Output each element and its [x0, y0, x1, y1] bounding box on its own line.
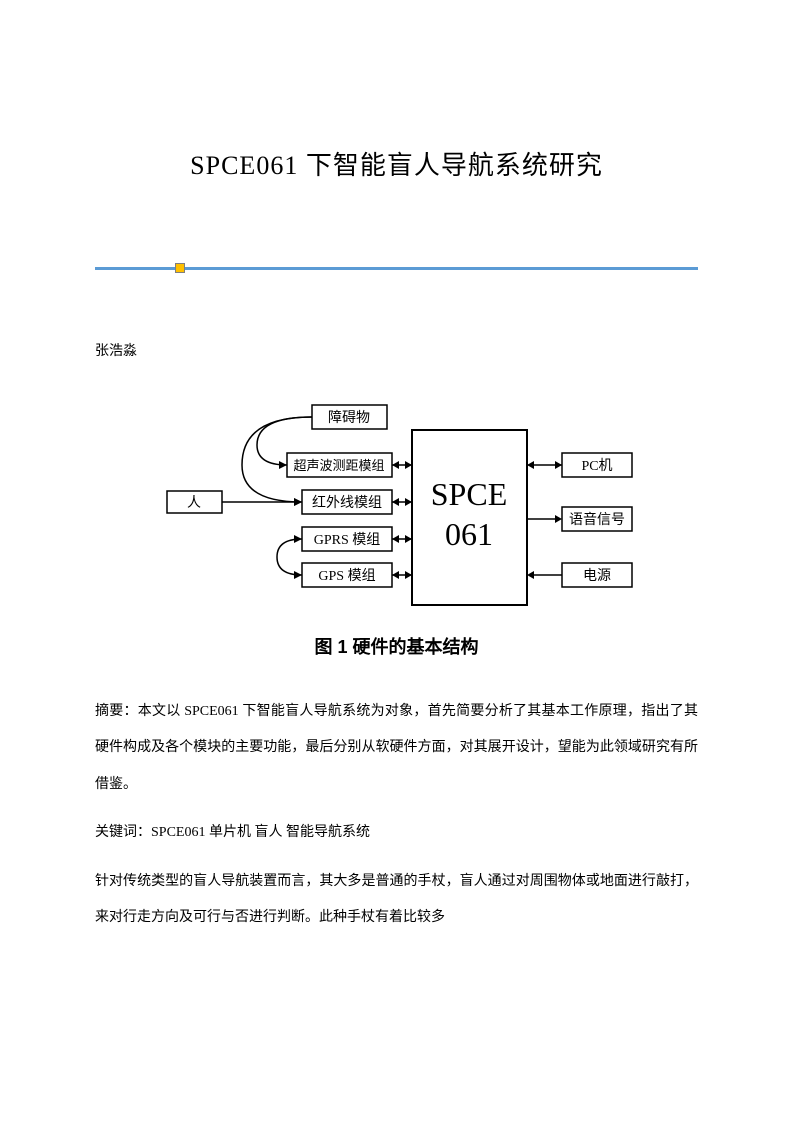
- paragraph-1: 针对传统类型的盲人导航装置而言，其大多是普通的手杖，盲人通过对周围物体或地面进行…: [95, 864, 698, 937]
- central-label-1: SPCE: [430, 476, 506, 512]
- curve-3: [277, 539, 302, 575]
- obstacle-label: 障碍物: [328, 410, 370, 426]
- hardware-diagram: SPCE 061 障碍物 超声波测距模组 红外线模组 GPRS 模组 GPS 模…: [147, 395, 647, 659]
- person-arrow-head: [294, 498, 302, 506]
- diagram-caption: 图 1 硬件的基本结构: [147, 633, 647, 659]
- diagram-svg: SPCE 061 障碍物 超声波测距模组 红外线模组 GPRS 模组 GPS 模…: [147, 395, 647, 625]
- gps-label: GPS 模组: [318, 568, 375, 584]
- divider-marker: [175, 263, 185, 273]
- arrow-head-curve1: [279, 461, 287, 469]
- divider: [95, 267, 698, 270]
- page-title: SPCE061 下智能盲人导航系统研究: [95, 145, 698, 182]
- person-label: 人: [187, 495, 201, 511]
- divider-line: [95, 267, 698, 270]
- infrared-label: 红外线模组: [312, 495, 382, 511]
- author: 张浩淼: [95, 340, 698, 360]
- power-label: 电源: [583, 568, 611, 584]
- keywords: 关键词：SPCE061 单片机 盲人 智能导航系统: [95, 815, 698, 851]
- abstract: 摘要：本文以 SPCE061 下智能盲人导航系统为对象，首先简要分析了其基本工作…: [95, 694, 698, 803]
- pc-label: PC机: [581, 458, 612, 474]
- gprs-label: GPRS 模组: [313, 532, 380, 548]
- central-label-2: 061: [445, 516, 493, 552]
- voice-label: 语音信号: [569, 511, 625, 528]
- arrow-head-curve3b: [294, 571, 302, 579]
- ultrasonic-label: 超声波测距模组: [293, 458, 384, 473]
- arrow-head-curve3a: [294, 535, 302, 543]
